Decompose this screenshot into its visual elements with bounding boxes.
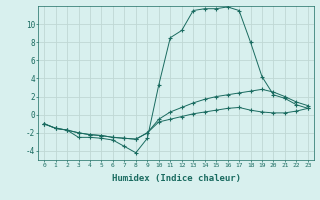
X-axis label: Humidex (Indice chaleur): Humidex (Indice chaleur) bbox=[111, 174, 241, 183]
